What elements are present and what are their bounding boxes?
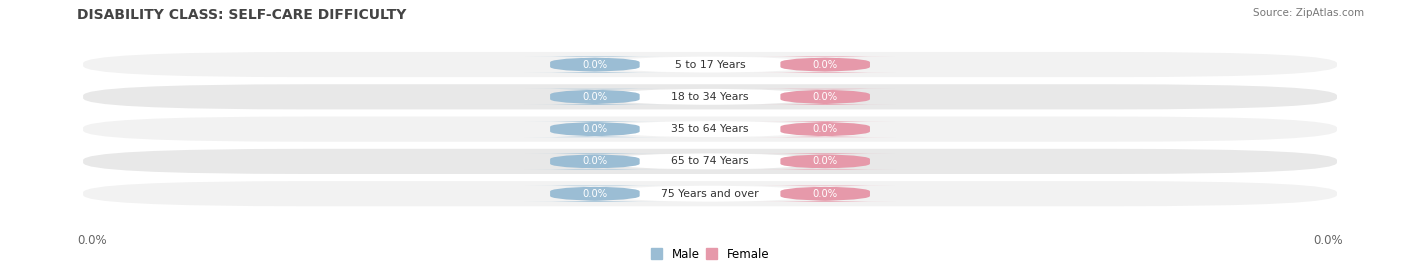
Text: Source: ZipAtlas.com: Source: ZipAtlas.com [1253, 8, 1364, 18]
FancyBboxPatch shape [83, 181, 1337, 206]
FancyBboxPatch shape [614, 56, 806, 73]
FancyBboxPatch shape [524, 89, 665, 105]
Text: 0.0%: 0.0% [582, 92, 607, 102]
Text: 75 Years and over: 75 Years and over [661, 189, 759, 199]
Text: 65 to 74 Years: 65 to 74 Years [671, 156, 749, 167]
FancyBboxPatch shape [755, 89, 896, 105]
Text: 0.0%: 0.0% [582, 59, 607, 70]
Text: 0.0%: 0.0% [582, 124, 607, 134]
FancyBboxPatch shape [755, 121, 896, 137]
FancyBboxPatch shape [524, 153, 665, 169]
Text: 0.0%: 0.0% [1313, 235, 1343, 247]
FancyBboxPatch shape [614, 186, 806, 202]
FancyBboxPatch shape [614, 121, 806, 137]
FancyBboxPatch shape [614, 153, 806, 169]
FancyBboxPatch shape [755, 56, 896, 73]
Text: 0.0%: 0.0% [813, 189, 838, 199]
Text: 0.0%: 0.0% [813, 124, 838, 134]
Text: DISABILITY CLASS: SELF-CARE DIFFICULTY: DISABILITY CLASS: SELF-CARE DIFFICULTY [77, 8, 406, 22]
FancyBboxPatch shape [524, 121, 665, 137]
FancyBboxPatch shape [755, 153, 896, 169]
FancyBboxPatch shape [83, 116, 1337, 142]
Text: 0.0%: 0.0% [582, 156, 607, 167]
Text: 0.0%: 0.0% [813, 92, 838, 102]
Text: 0.0%: 0.0% [77, 235, 107, 247]
Text: 18 to 34 Years: 18 to 34 Years [671, 92, 749, 102]
FancyBboxPatch shape [614, 89, 806, 105]
Text: 5 to 17 Years: 5 to 17 Years [675, 59, 745, 70]
FancyBboxPatch shape [755, 186, 896, 202]
FancyBboxPatch shape [83, 149, 1337, 174]
Text: 0.0%: 0.0% [813, 156, 838, 167]
FancyBboxPatch shape [83, 52, 1337, 77]
Text: 0.0%: 0.0% [582, 189, 607, 199]
Legend: Male, Female: Male, Female [645, 243, 775, 265]
FancyBboxPatch shape [524, 56, 665, 73]
FancyBboxPatch shape [83, 84, 1337, 109]
Text: 0.0%: 0.0% [813, 59, 838, 70]
Text: 35 to 64 Years: 35 to 64 Years [671, 124, 749, 134]
FancyBboxPatch shape [524, 186, 665, 202]
